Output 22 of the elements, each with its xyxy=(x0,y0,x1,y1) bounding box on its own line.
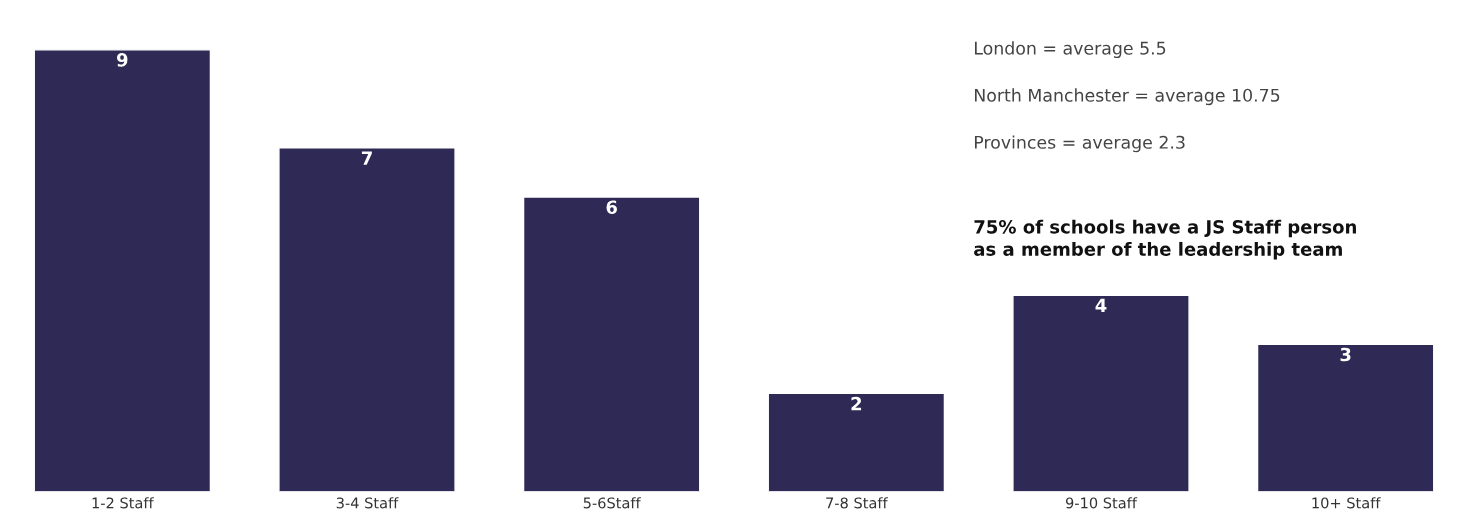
bar xyxy=(1256,343,1435,492)
bar xyxy=(1012,294,1190,492)
data-label: 3 xyxy=(1340,347,1351,362)
annotation: 75% of schools have a JS Staff person as a member of the leadership team xyxy=(974,219,1356,260)
data-label: 4 xyxy=(1095,298,1107,312)
annotation: London = average 5.5 xyxy=(974,41,1166,59)
x-tick-label: 7-8 Staff xyxy=(826,497,888,509)
bar xyxy=(278,147,456,492)
data-label: 2 xyxy=(851,396,862,411)
x-tick-label: 5-6Staff xyxy=(583,497,641,509)
data-label: 7 xyxy=(361,151,372,165)
x-tick-label: 10+ Staff xyxy=(1312,497,1381,509)
bar xyxy=(767,392,946,492)
x-tick-label: 3-4 Staff xyxy=(336,497,399,509)
bar xyxy=(33,49,212,492)
annotation: North Manchester = average 10.75 xyxy=(974,88,1280,106)
x-tick-label: 9-10 Staff xyxy=(1065,497,1138,509)
data-label: 6 xyxy=(606,200,617,215)
x-tick-label: 1-2 Staff xyxy=(92,497,154,509)
data-label: 9 xyxy=(116,53,128,67)
annotation: Provinces = average 2.3 xyxy=(974,135,1185,153)
bar xyxy=(522,196,701,492)
